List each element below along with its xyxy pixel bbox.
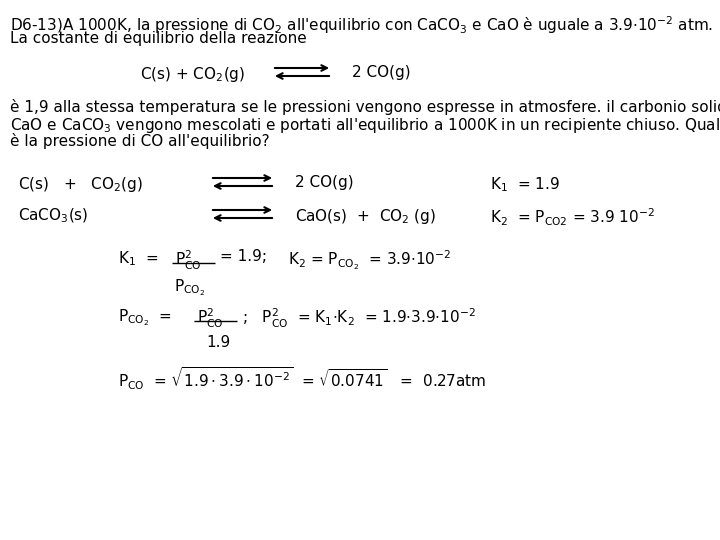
Text: è 1,9 alla stessa temperatura se le pressioni vengono espresse in atmosfere. il : è 1,9 alla stessa temperatura se le pres… [10,99,720,115]
Text: P$_{\rm CO_2}$  =: P$_{\rm CO_2}$ = [118,307,171,328]
Text: = 1.9;: = 1.9; [220,249,267,264]
Text: è la pressione di CO all'equilibrio?: è la pressione di CO all'equilibrio? [10,133,269,149]
Text: CaCO$_3$(s): CaCO$_3$(s) [18,207,89,225]
Text: C(s)   +   CO$_2$(g): C(s) + CO$_2$(g) [18,175,143,194]
Text: K$_1$  =: K$_1$ = [118,249,158,268]
Text: K$_1$  = 1.9: K$_1$ = 1.9 [490,175,560,194]
Text: P$^2_{\rm CO}$: P$^2_{\rm CO}$ [197,307,223,330]
Text: C(s) + CO$_2$(g): C(s) + CO$_2$(g) [140,65,246,84]
Text: 1.9: 1.9 [206,335,230,350]
Text: La costante di equilibrio della reazione: La costante di equilibrio della reazione [10,31,307,46]
Text: CaO(s)  +  CO$_2$ (g): CaO(s) + CO$_2$ (g) [295,207,436,226]
Text: K$_2$ = P$_{\rm CO_2}$  = 3.9$\cdot$10$^{-2}$: K$_2$ = P$_{\rm CO_2}$ = 3.9$\cdot$10$^{… [288,249,451,272]
Text: D6-13)A 1000K, la pressione di CO$_2$ all'equilibrio con CaCO$_3$ e CaO è uguale: D6-13)A 1000K, la pressione di CO$_2$ al… [10,14,714,36]
Text: 2 CO(g): 2 CO(g) [352,65,410,80]
Text: 2 CO(g): 2 CO(g) [295,175,354,190]
Text: ;   P$^2_{\rm CO}$  = K$_1$$\cdot$K$_2$  = 1.9$\cdot$3.9$\cdot$10$^{-2}$: ; P$^2_{\rm CO}$ = K$_1$$\cdot$K$_2$ = 1… [242,307,476,330]
Text: P$_{\rm CO}$  = $\sqrt{1.9 \cdot 3.9 \cdot 10^{-2}}$  = $\sqrt{0.0741}$   =  0.2: P$_{\rm CO}$ = $\sqrt{1.9 \cdot 3.9 \cdo… [118,365,486,392]
Text: P$_{\rm CO_2}$: P$_{\rm CO_2}$ [174,277,205,298]
Text: K$_2$  = P$_{\rm CO2}$ = 3.9 10$^{-2}$: K$_2$ = P$_{\rm CO2}$ = 3.9 10$^{-2}$ [490,207,655,228]
Text: CaO e CaCO$_3$ vengono mescolati e portati all'equilibrio a 1000K in un recipien: CaO e CaCO$_3$ vengono mescolati e porta… [10,116,720,135]
Text: P$^2_{\rm CO}$: P$^2_{\rm CO}$ [175,249,202,272]
